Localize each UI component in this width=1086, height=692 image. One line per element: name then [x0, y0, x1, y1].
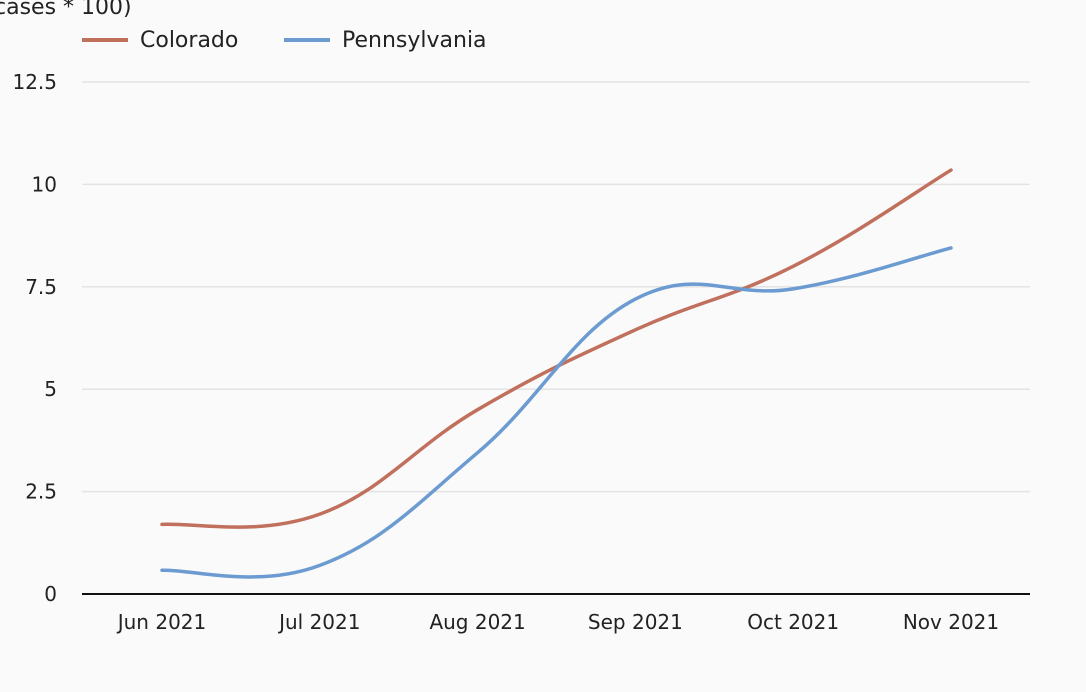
x-axis-ticks: Jun 2021 Jul 2021 Aug 2021 Sep 2021 Oct 2021… [116, 610, 999, 634]
x-tick-label: Jun 2021 [116, 610, 207, 634]
gridlines [82, 81, 1030, 493]
y-tick-label: 7.5 [25, 275, 57, 299]
series-line-pennsylvania [160, 246, 953, 579]
x-tick-label: Oct 2021 [747, 610, 839, 634]
series-line-colorado [160, 168, 953, 529]
legend-label-pennsylvania: Pennsylvania [342, 28, 487, 53]
y-axis-label: cases * 100) [0, 0, 132, 20]
y-tick-label: 10 [32, 172, 57, 196]
y-tick-label: 2.5 [25, 480, 57, 504]
x-tick-label: Sep 2021 [588, 610, 683, 634]
x-tick-label: Nov 2021 [903, 610, 999, 634]
y-tick-label: 12.5 [12, 70, 57, 94]
y-tick-label: 0 [44, 582, 57, 606]
x-tick-label: Aug 2021 [429, 610, 525, 634]
legend-label-colorado: Colorado [140, 28, 238, 53]
series-lines [160, 168, 953, 579]
x-tick-label: Jul 2021 [277, 610, 360, 634]
y-tick-label: 5 [44, 377, 57, 401]
y-axis-ticks: 0 2.5 5 7.5 10 12.5 [12, 70, 57, 606]
legend: Colorado Pennsylvania [82, 28, 487, 53]
